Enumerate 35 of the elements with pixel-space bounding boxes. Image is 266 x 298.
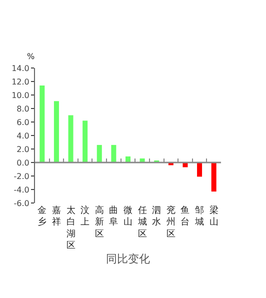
x-tick-label: 嘉祥 <box>52 205 61 228</box>
bar <box>40 86 45 162</box>
bar <box>68 115 74 162</box>
x-tick-label: 金乡 <box>38 205 47 228</box>
x-axis-title: 同比变化 <box>106 252 150 266</box>
x-tick-label: 微山 <box>124 205 132 228</box>
x-tick-label: 汶上 <box>80 205 90 228</box>
x-tick-label: 高新区 <box>94 205 104 240</box>
y-axis-title: % <box>27 52 35 61</box>
y-tick-label: 4.0 <box>16 131 30 140</box>
y-tick-label: 12.0 <box>12 77 30 86</box>
x-tick-label: 太白湖区 <box>66 205 76 252</box>
x-tick-label: 鱼台 <box>180 205 190 228</box>
x-tick-label: 梁山 <box>209 205 218 228</box>
y-tick-label: 0.0 <box>16 158 30 168</box>
x-tick-label: 兖州区 <box>166 205 176 240</box>
bar <box>211 162 216 192</box>
y-tick-label: 6.0 <box>16 118 30 127</box>
x-tick-label: 任城区 <box>136 205 147 240</box>
x-tick-label: 邹城 <box>194 205 204 228</box>
bar <box>111 144 116 162</box>
y-tick-label: -6.0 <box>14 198 30 208</box>
x-tick-label: 曲阜 <box>109 205 118 228</box>
y-tick-label: 2.0 <box>16 144 30 154</box>
bar <box>126 156 130 162</box>
y-tick-label: -4.0 <box>14 185 30 194</box>
y-tick-label: 14.0 <box>12 64 30 73</box>
y-tick-label: 10.0 <box>12 90 30 100</box>
bar <box>96 144 102 162</box>
bar <box>197 162 202 177</box>
y-tick-label: 8.0 <box>16 104 30 114</box>
x-tick-label: 泗水 <box>152 205 162 228</box>
y-tick-label: -2.0 <box>14 172 30 181</box>
bar <box>82 120 88 162</box>
bar <box>54 101 59 162</box>
